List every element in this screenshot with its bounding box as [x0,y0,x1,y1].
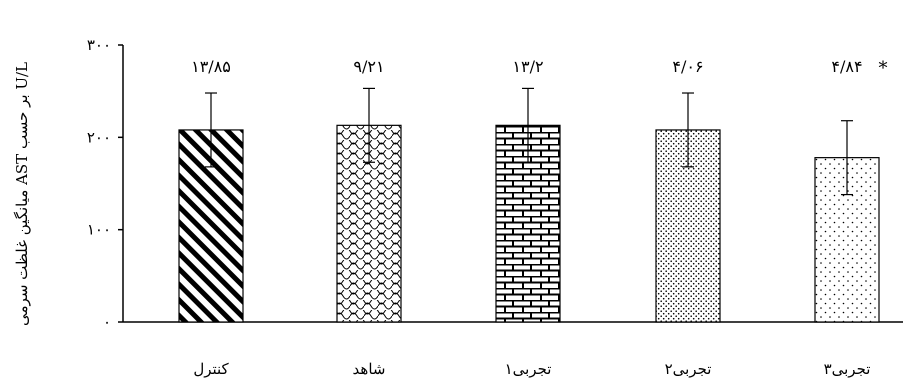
value-label: ۱۳/۲ [512,57,543,76]
labels: ۱۳/۸۵ کنترل ۹/۲۱ شاهد ۱۳/۲ تجربی۱ ۴/۰۶ تجربی۲ ۴/… [191,57,887,378]
error-bar [205,92,217,168]
y-tick-label: ۱۰۰ [87,221,111,239]
value-label: ۹/۲۱ [353,57,384,76]
error-bar [841,120,853,196]
y-axis-label: میانگین غلظت سرمی AST بر حسب U/L [13,62,31,326]
value-label: ۱۳/۸۵ [191,57,231,76]
y-axis-label-container: میانگین غلظت سرمی AST بر حسب U/L [0,0,44,388]
value-label: ۴/۸۴ [831,57,862,76]
error-bar [682,92,694,168]
value-label: ۴/۰۶ [672,57,703,76]
error-bar [522,87,534,163]
bars [178,87,880,323]
category-label: تجربی۳ [824,360,871,378]
y-tick-label: ۲۰۰ [87,128,111,146]
category-label: تجربی۱ [505,360,552,378]
error-bar [363,87,375,163]
category-label: شاهد [353,360,386,378]
category-label: تجربی۲ [665,360,712,378]
axes: ۰ ۱۰۰ ۲۰۰ ۳۰۰ [87,36,903,331]
y-tick-label: ۰ [103,313,111,331]
bar [336,124,402,323]
category-label: کنترل [193,360,229,378]
y-tick-label: ۳۰۰ [87,36,111,54]
significance-mark: * [879,58,888,79]
